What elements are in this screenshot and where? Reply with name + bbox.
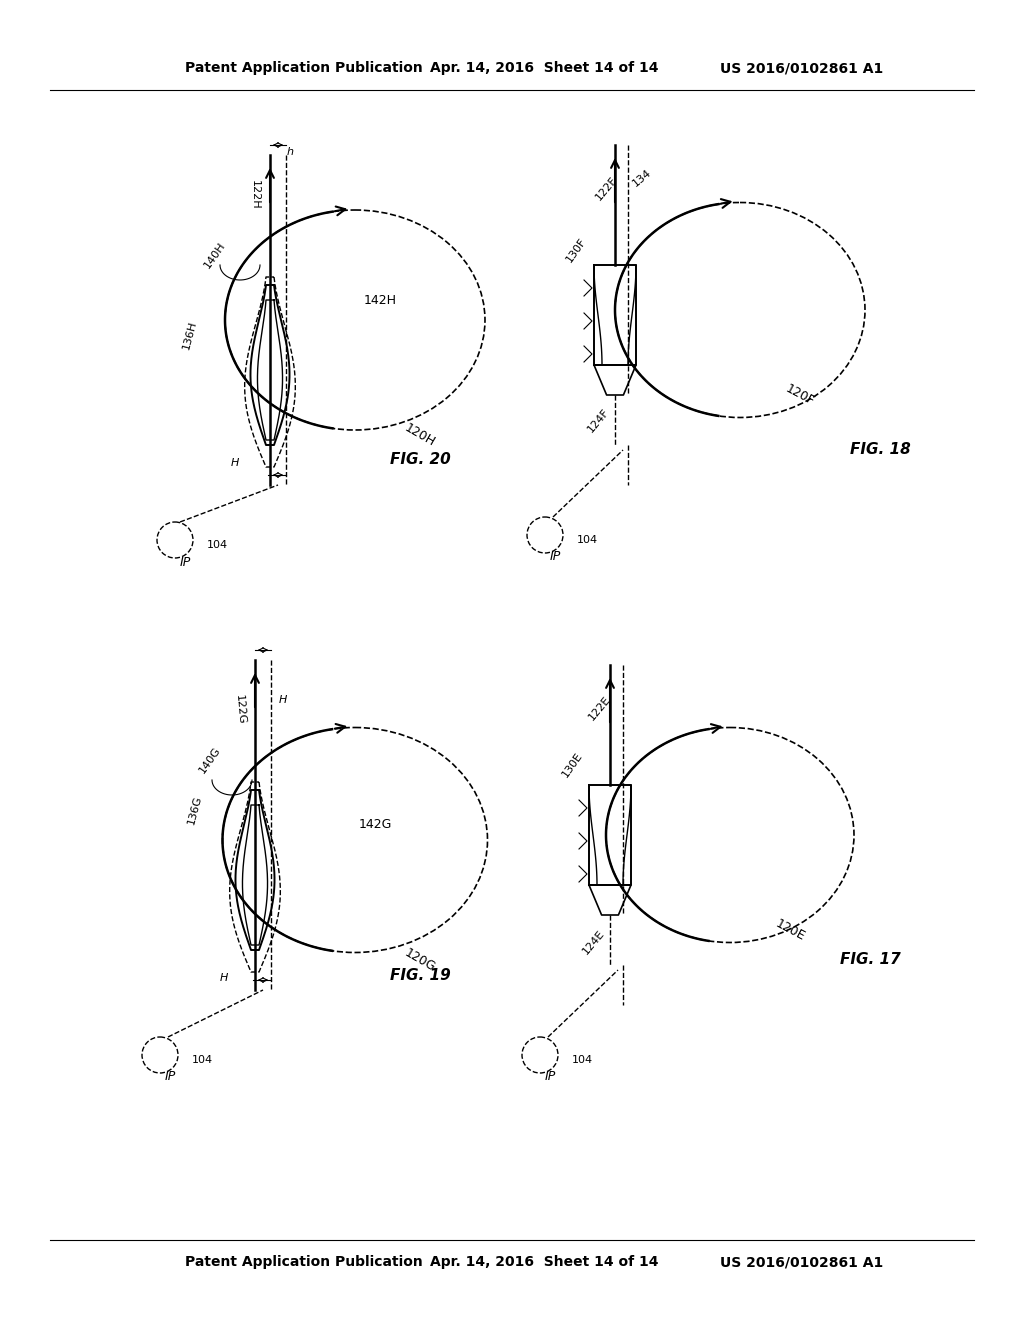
Text: H: H xyxy=(279,696,287,705)
Text: IP: IP xyxy=(179,556,190,569)
Text: 104: 104 xyxy=(207,540,228,550)
Text: H: H xyxy=(220,973,228,983)
Text: Patent Application Publication: Patent Application Publication xyxy=(185,1255,423,1269)
Text: IP: IP xyxy=(545,1071,556,1084)
Text: US 2016/0102861 A1: US 2016/0102861 A1 xyxy=(720,1255,884,1269)
Text: US 2016/0102861 A1: US 2016/0102861 A1 xyxy=(720,61,884,75)
Text: IP: IP xyxy=(165,1071,176,1084)
Text: 122G: 122G xyxy=(233,694,247,725)
Text: 124E: 124E xyxy=(581,928,607,956)
Text: 104: 104 xyxy=(193,1055,213,1065)
Text: 122F: 122F xyxy=(593,174,618,202)
Text: h: h xyxy=(287,147,294,157)
Text: 136H: 136H xyxy=(181,319,199,351)
Text: FIG. 18: FIG. 18 xyxy=(850,442,910,458)
Text: FIG. 20: FIG. 20 xyxy=(390,453,451,467)
Text: Patent Application Publication: Patent Application Publication xyxy=(185,61,423,75)
Text: 120F: 120F xyxy=(783,381,817,408)
Text: 120E: 120E xyxy=(773,917,807,944)
Text: 140H: 140H xyxy=(203,240,227,271)
Text: H: H xyxy=(230,458,240,469)
Text: 140G: 140G xyxy=(198,744,222,775)
Text: IP: IP xyxy=(549,550,560,564)
Text: FIG. 19: FIG. 19 xyxy=(390,968,451,982)
Text: 122E: 122E xyxy=(587,694,613,722)
Text: 124F: 124F xyxy=(586,407,610,434)
Text: 142H: 142H xyxy=(364,293,396,306)
Text: 130E: 130E xyxy=(560,751,584,779)
Text: 120G: 120G xyxy=(402,946,437,974)
Text: 120H: 120H xyxy=(402,421,437,449)
Text: Apr. 14, 2016  Sheet 14 of 14: Apr. 14, 2016 Sheet 14 of 14 xyxy=(430,1255,658,1269)
Text: 136G: 136G xyxy=(186,795,204,825)
Text: 130F: 130F xyxy=(564,236,588,264)
Text: Apr. 14, 2016  Sheet 14 of 14: Apr. 14, 2016 Sheet 14 of 14 xyxy=(430,61,658,75)
Text: FIG. 17: FIG. 17 xyxy=(840,953,901,968)
Text: 142G: 142G xyxy=(358,818,392,832)
Text: 122H: 122H xyxy=(250,181,260,210)
Text: 104: 104 xyxy=(577,535,598,545)
Text: 104: 104 xyxy=(572,1055,593,1065)
Text: 134: 134 xyxy=(631,168,653,189)
